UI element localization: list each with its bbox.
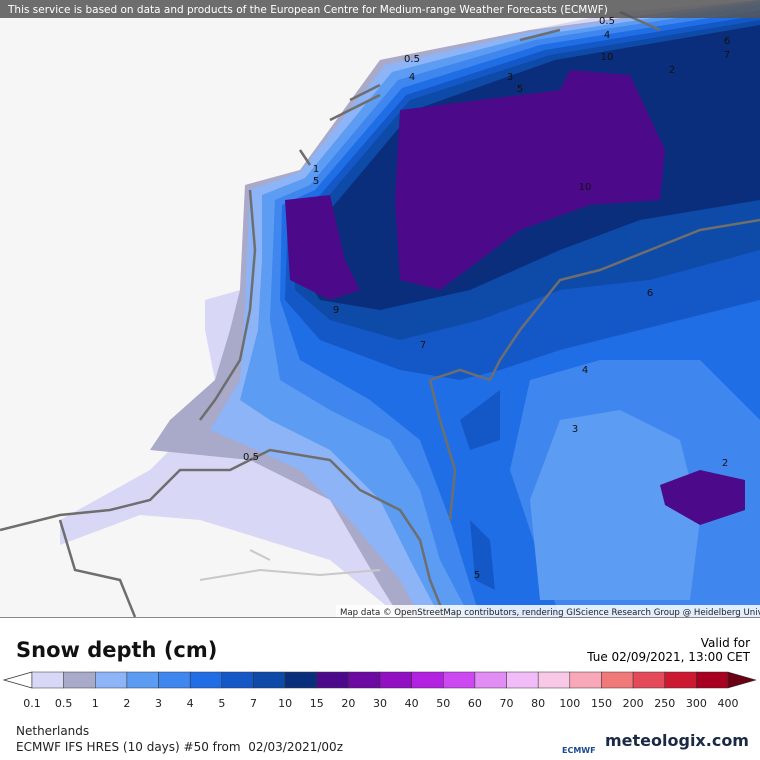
legend-label: 300 [686,697,707,710]
legend-label: 7 [250,697,257,710]
contour-label: 7 [420,340,426,351]
legend-swatch [126,671,159,689]
legend-label: 250 [654,697,675,710]
contour-label: 3 [572,424,578,435]
legend-swatch [443,671,476,689]
legend: 0.1 0.5 1 2 3 4 5 7 10 15 20 30 40 50 60 70 80 100 150 200 2… [2,671,757,710]
legend-label: 3 [155,697,162,710]
legend-swatch [506,671,539,689]
contour-label: 4 [409,72,415,83]
legend-label: 15 [310,697,324,710]
legend-label: 80 [531,697,545,710]
legend-label: 150 [591,697,612,710]
legend-swatch [63,671,96,689]
contour-label: 4 [582,365,588,376]
legend-swatch [31,671,64,689]
legend-label: 20 [341,697,355,710]
snow-fields [60,0,760,617]
map: This service is based on data and produc… [0,0,760,618]
model: ECMWF IFS HRES (10 days) #50 from 02/03/… [16,740,343,754]
legend-label: 40 [405,697,419,710]
legend-swatch [284,671,317,689]
ecmwf-logo: ECMWF [562,746,596,755]
valid-time: Tue 02/09/2021, 13:00 CET [587,650,750,664]
contour-label: 5 [313,176,319,187]
legend-label: 10 [278,697,292,710]
contour-label: 10 [579,182,592,193]
legend-swatch [189,671,223,689]
legend-arrow-right [727,671,757,689]
contour-label: 10 [601,52,614,63]
map-attribution: Map data © OpenStreetMap contributors, r… [340,608,760,618]
contour-label: 5 [474,570,480,581]
contour-label: 6 [724,36,730,47]
legend-label: 0.1 [23,697,41,710]
legend-arrow-left [2,671,33,689]
legend-swatch [158,671,191,689]
notice: This service is based on data and produc… [7,4,608,16]
legend-swatch [379,671,412,689]
contour-label: 2 [722,458,728,469]
legend-label: 200 [623,697,644,710]
legend-swatch [601,671,634,689]
legend-swatch [316,671,349,689]
contour-label: 5 [517,84,523,95]
title: Snow depth (cm) [16,638,218,662]
contour-label: 0.5 [404,54,420,65]
legend-swatch [632,671,665,689]
legend-label: 2 [123,697,130,710]
legend-swatch [474,671,507,689]
contour-label: 1 [313,164,319,175]
contour-label: 2 [669,65,675,76]
legend-label: 0.5 [55,697,73,710]
legend-label: 60 [468,697,482,710]
region: Netherlands [16,724,90,738]
contour-label: 3 [507,72,513,83]
legend-label: 5 [218,697,225,710]
legend-label: 400 [718,697,739,710]
contour-label: 0.5 [243,452,259,463]
legend-label: 1 [92,697,99,710]
legend-swatch [696,671,729,689]
contour-label: 7 [724,50,730,61]
divider [0,617,760,618]
legend-swatch [569,671,602,689]
legend-swatch [95,671,128,689]
legend-swatch [411,671,444,689]
legend-label: 100 [559,697,580,710]
legend-label: 4 [187,697,194,710]
valid-label: Valid for [700,636,750,650]
legend-swatch [537,671,571,689]
contour-label: 4 [604,30,610,41]
legend-label: 70 [500,697,514,710]
legend-swatch [348,671,381,689]
minor-borders [199,549,381,581]
legend-label: 30 [373,697,387,710]
contour-label: 9 [333,305,339,316]
contour-label: 0.5 [599,16,615,27]
legend-label: 50 [436,697,450,710]
valid: Valid for Tue 02/09/2021, 13:00 CET [587,636,750,664]
legend-swatch [664,671,697,689]
legend-swatch [221,671,254,689]
contour-label: 6 [647,288,653,299]
legend-swatch [253,671,286,689]
brand: meteologix.com [605,731,749,750]
borders [0,10,760,618]
